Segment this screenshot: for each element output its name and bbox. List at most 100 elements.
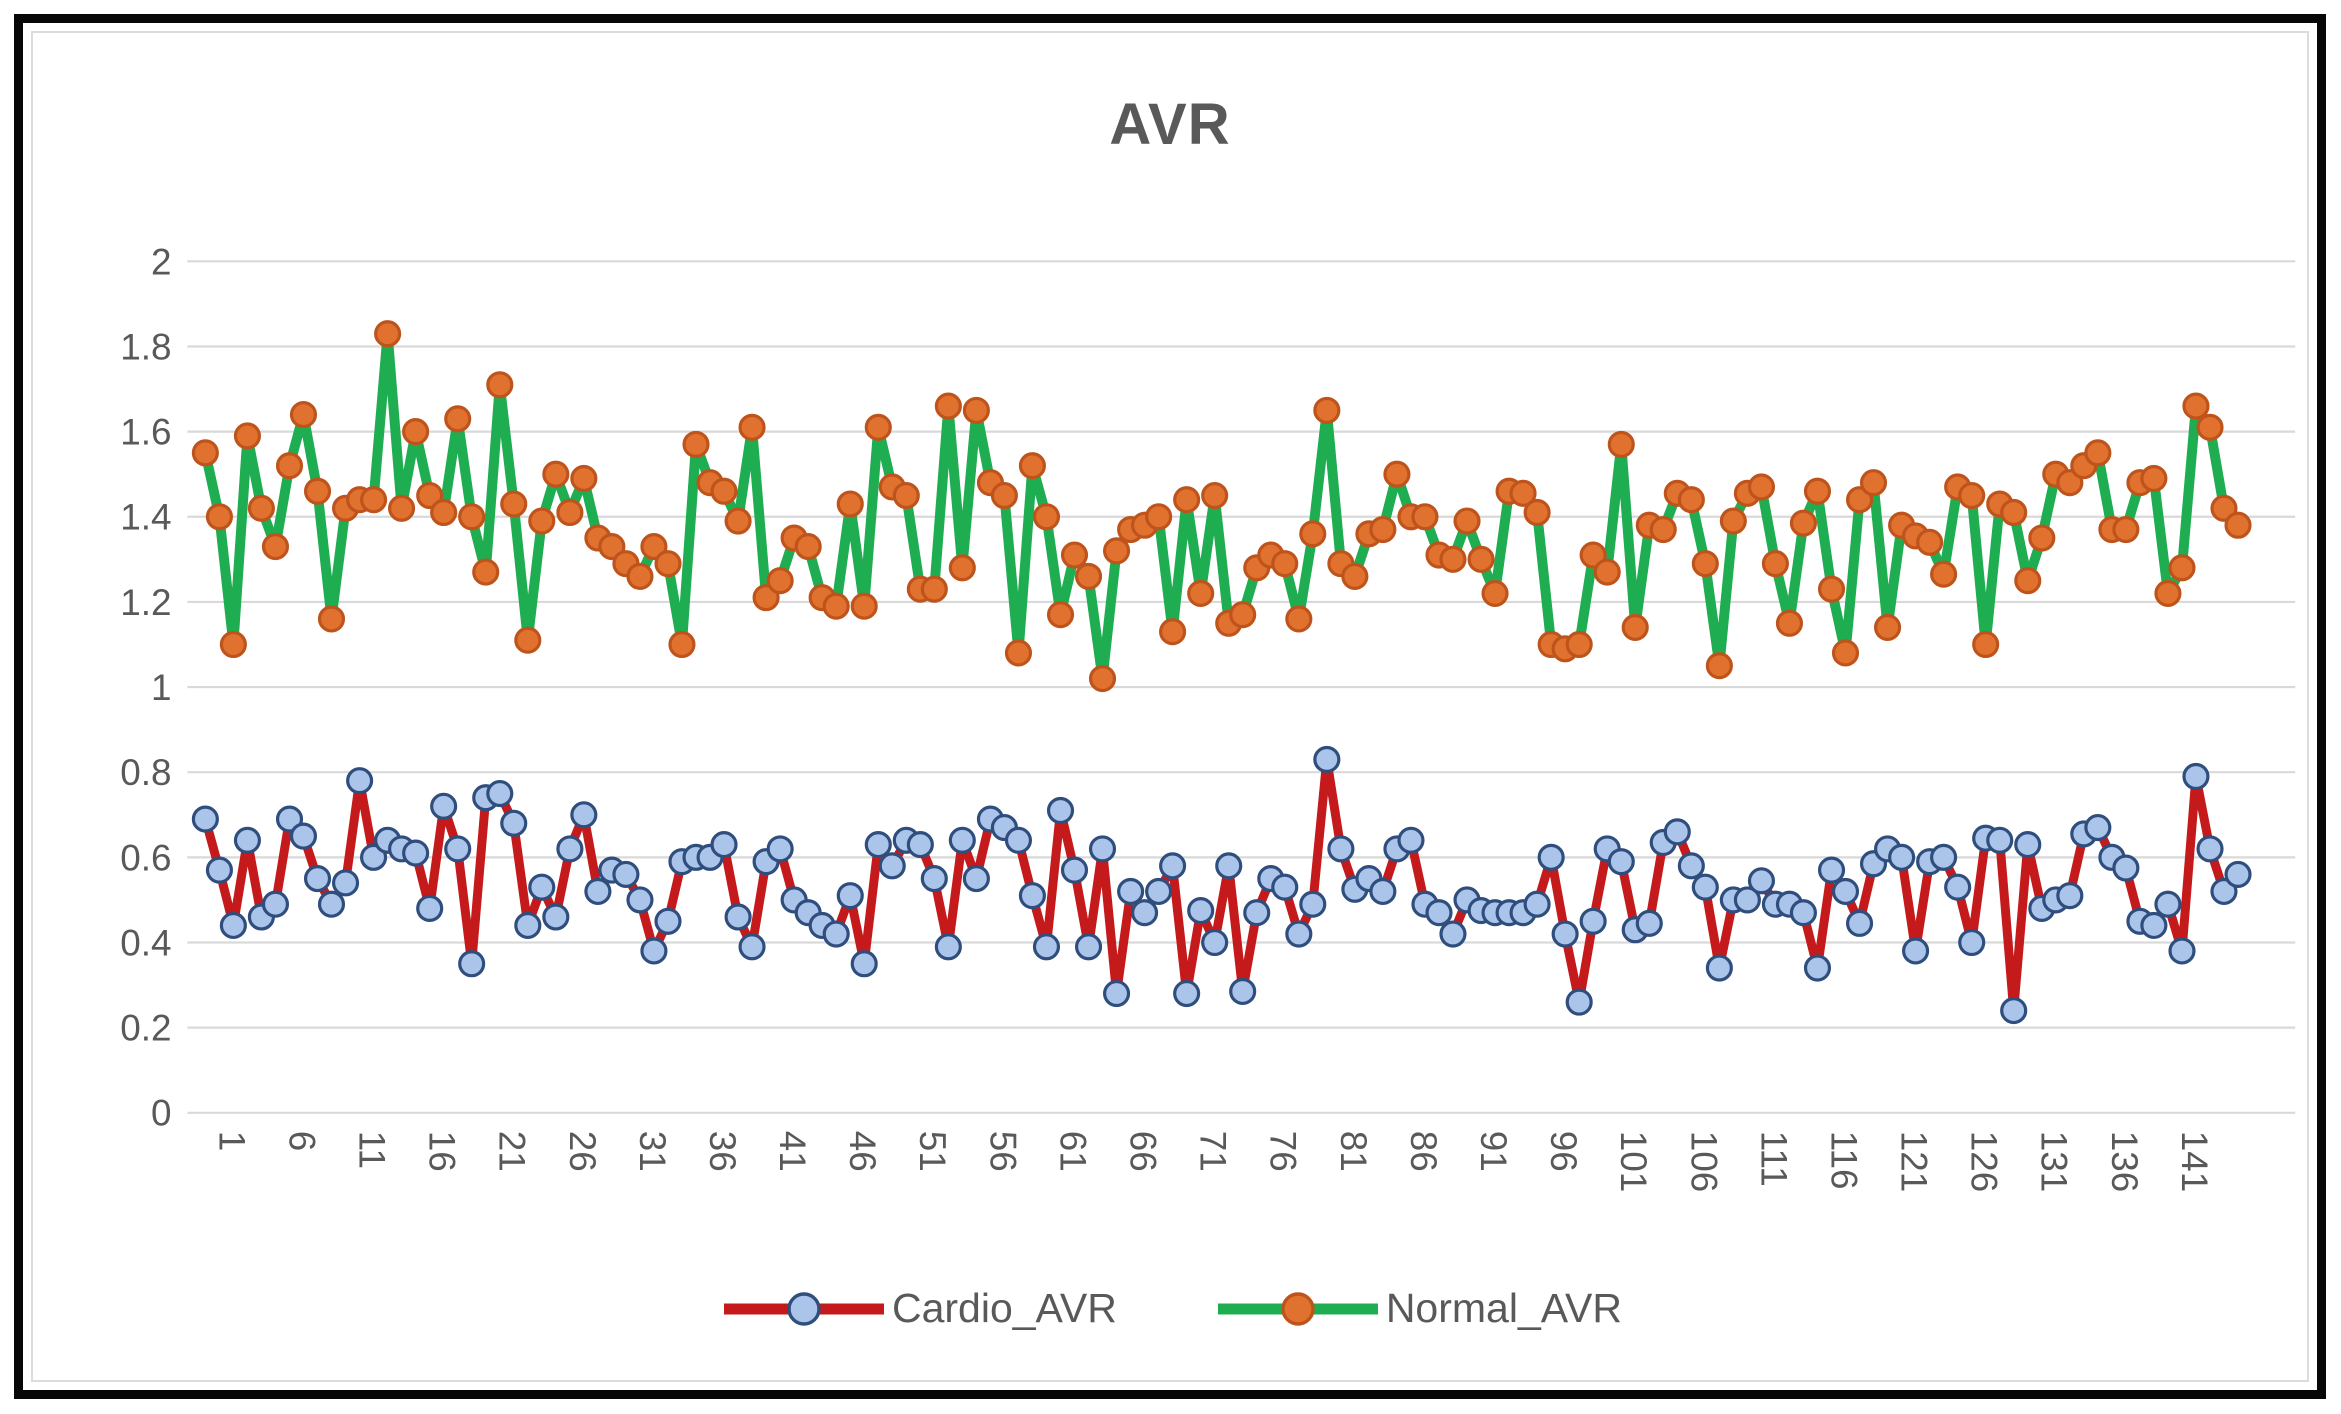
data-point-marker (724, 903, 752, 931)
data-point-marker (1032, 933, 1061, 961)
data-point-marker (1102, 537, 1131, 565)
data-point-marker (430, 498, 458, 527)
data-point-marker (1229, 601, 1257, 629)
data-point-marker (948, 554, 976, 582)
legend-item-normal-avr: Normal_AVR (1212, 1285, 1622, 1332)
data-point-marker (1691, 550, 1719, 578)
data-point-marker (850, 950, 878, 978)
data-point-marker (303, 477, 332, 505)
data-point-marker (2140, 911, 2168, 940)
legend-label-normal-avr: Normal_AVR (1385, 1285, 1623, 1331)
data-point-marker (822, 920, 850, 948)
data-point-marker (1285, 605, 1313, 633)
x-tick-label: 106 (1683, 1131, 1724, 1193)
data-point-marker (1215, 852, 1243, 880)
data-point-marker (1088, 835, 1117, 863)
data-point-marker (2014, 567, 2042, 595)
x-tick-label: 1 (211, 1131, 252, 1152)
data-point-marker (836, 882, 864, 910)
x-tick-label: 76 (1263, 1131, 1304, 1172)
data-point-marker (962, 865, 990, 893)
data-point-marker (1817, 856, 1846, 884)
data-point-marker (1313, 396, 1341, 424)
data-point-marker (738, 933, 766, 961)
data-point-marker (1018, 882, 1046, 910)
data-point-marker (2154, 890, 2182, 918)
data-point-marker (864, 413, 892, 441)
data-point-marker (1537, 843, 1565, 871)
data-point-marker (191, 805, 219, 833)
data-point-marker (416, 894, 444, 922)
data-point-marker (920, 865, 948, 893)
x-tick-label: 136 (2104, 1131, 2145, 1193)
x-tick-label: 11 (352, 1131, 393, 1169)
data-point-marker (430, 792, 458, 820)
data-point-marker (261, 890, 290, 918)
data-point-marker (528, 507, 556, 535)
data-point-marker (1509, 479, 1537, 507)
x-tick-label: 21 (492, 1131, 533, 1172)
data-point-marker (1705, 954, 1733, 982)
data-point-marker (948, 826, 976, 854)
data-point-marker (1369, 515, 1397, 544)
data-point-marker (444, 405, 472, 433)
data-point-marker (1467, 545, 1495, 573)
data-point-marker (682, 430, 710, 458)
data-point-marker (219, 630, 247, 659)
data-point-marker (1131, 899, 1159, 927)
x-tick-label: 41 (772, 1131, 813, 1172)
data-point-marker (1018, 452, 1046, 480)
data-point-marker (303, 865, 332, 893)
data-point-marker (1579, 907, 1607, 935)
data-point-marker (1607, 848, 1635, 876)
x-tick-label: 66 (1123, 1131, 1164, 1172)
x-tick-label: 6 (281, 1131, 322, 1152)
data-point-marker (920, 575, 948, 603)
data-point-marker (1004, 826, 1033, 854)
data-point-marker (331, 869, 360, 897)
data-point-marker (1649, 515, 1677, 544)
data-point-marker (2112, 854, 2140, 882)
data-point-marker (822, 592, 850, 620)
data-point-marker (724, 507, 752, 535)
data-point-marker (1817, 575, 1846, 603)
x-tick-label: 31 (632, 1131, 673, 1172)
x-tick-label: 131 (2034, 1131, 2075, 1193)
x-tick-label: 71 (1193, 1131, 1234, 1172)
data-point-marker (360, 486, 388, 514)
data-point-marker (317, 890, 346, 918)
data-point-marker (570, 801, 598, 829)
data-point-marker (1902, 937, 1930, 965)
data-point-marker (934, 933, 962, 961)
data-point-marker (962, 396, 990, 424)
data-point-marker (1747, 473, 1776, 501)
data-point-marker (2112, 515, 2140, 544)
data-point-marker (1874, 613, 1902, 641)
data-point-marker (892, 481, 920, 510)
data-point-marker (1046, 601, 1075, 629)
chart-area: AVR 0 0.2 0.4 0.6 0.8 1 1.2 1.4 1.6 1.8 2 1 6 11 16 21 2… (31, 31, 2309, 1382)
x-tick-label: 36 (702, 1131, 743, 1172)
data-point-marker (2196, 835, 2224, 863)
data-point-marker (528, 873, 556, 901)
x-tick-label: 81 (1333, 1131, 1374, 1172)
avr-line-chart-plot: 00.20.40.60.811.21.41.61.821 6 11 16 21 26 31 3… (120, 241, 2296, 1193)
data-point-marker (766, 835, 794, 863)
data-point-marker (1159, 852, 1187, 880)
data-point-marker (1074, 562, 1103, 590)
y-axis-labels: 0 0.2 0.4 0.6 0.8 1 1.2 1.4 1.6 1.8 2 (120, 241, 171, 1133)
x-tick-label: 111 (1753, 1131, 1794, 1187)
data-point-marker (1201, 928, 1229, 957)
data-point-marker (486, 371, 514, 399)
data-point-marker (2028, 524, 2056, 552)
data-point-marker (1607, 430, 1635, 458)
data-point-marker (2168, 554, 2196, 582)
data-point-marker (1677, 852, 1705, 880)
data-point-marker (2196, 413, 2224, 441)
data-point-marker (2224, 860, 2252, 888)
x-tick-label: 141 (2174, 1131, 2215, 1193)
data-point-marker (1271, 873, 1299, 901)
data-point-marker (1916, 528, 1944, 556)
data-point-marker (1845, 909, 1874, 937)
normal-avr-legend-marker-icon (1217, 1291, 1378, 1326)
